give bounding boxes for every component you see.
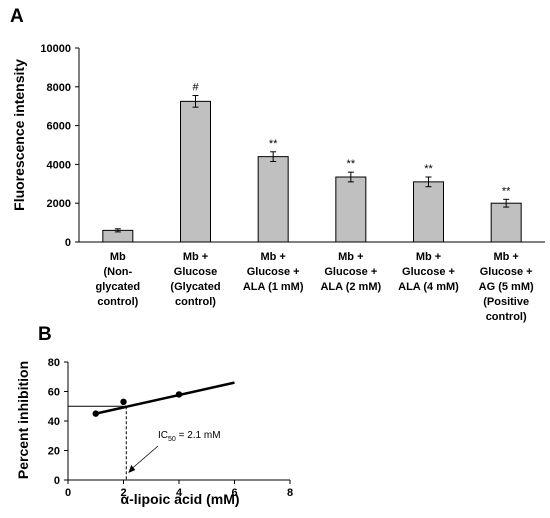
category-label-line: (Glycated	[170, 281, 220, 293]
category-label-line: ALA (1 mM)	[243, 281, 304, 293]
panel-b-scatter-chart: 0 20 40 60 80 0 2 4 6 8 IC50 = 2.1 mM	[48, 357, 293, 499]
significance-label: **	[424, 163, 433, 175]
ic50-label: IC50 = 2.1 mM	[158, 430, 221, 443]
category-label: Mb + Glucose + ALA (2 mM)	[320, 251, 381, 293]
panel-b-y-tick-label: 0	[54, 475, 60, 487]
category-label-line: Mb	[110, 251, 126, 263]
data-point	[120, 398, 127, 406]
panel-a-y-tick-label: 8000	[47, 82, 71, 94]
panel-a-y-tick-label: 6000	[47, 121, 71, 133]
data-point	[175, 391, 183, 398]
category-label-line: control)	[486, 311, 527, 323]
category-label-line: Mb +	[338, 251, 363, 263]
significance-label: **	[347, 158, 356, 170]
panel-a-bar-chart: 0 2000 4000 6000 8000 10000 Mb (Non-glycated con…	[40, 43, 545, 323]
category-label-line: (Non-	[103, 266, 132, 278]
ic50-arrow-head	[128, 465, 136, 473]
panel-label-a: A	[10, 6, 24, 27]
panel-b-y-tick-label: 40	[48, 416, 60, 428]
category-label-line: AG (5 mM)	[479, 281, 534, 293]
panel-a-y-axis-label: Fluorescence intensity	[11, 59, 27, 211]
category-label: Mb + Glucose + ALA (1 mM)	[243, 251, 304, 293]
category-label-line: ALA (4 mM)	[398, 281, 459, 293]
significance-label: **	[269, 138, 278, 150]
category-label-line: Glucose	[174, 266, 217, 278]
category-label: Mb + Glucose (Glycated control)	[170, 251, 220, 308]
panel-b-y-axis-label: Percent inhibition	[15, 361, 31, 479]
category-label-line: glycated	[96, 281, 141, 293]
category-label-line: Glucose +	[324, 266, 377, 278]
category-label: Mb + Glucose + ALA (4 mM)	[398, 251, 459, 293]
trendline	[95, 381, 235, 415]
category-label: Mb (Non-glycated control)	[96, 251, 141, 308]
ic50-arrow-shaft	[130, 445, 159, 471]
panel-b-x-tick-label: 0	[65, 487, 71, 499]
bar	[335, 176, 367, 243]
bar	[257, 156, 289, 243]
panel-label-b: B	[38, 324, 52, 345]
ic50-label-subscript: 50	[168, 436, 176, 443]
category-label-line: Mb +	[493, 251, 518, 263]
panel-a-y-tick-label: 10000	[40, 43, 71, 55]
category-label-line: Mb +	[416, 251, 441, 263]
panel-b-x-tick-label: 8	[287, 487, 293, 499]
panel-b-x-tick-label: 2	[120, 487, 126, 499]
data-point	[92, 410, 99, 417]
category-label-line: Mb +	[260, 251, 285, 263]
panel-a-y-tick-label: 4000	[47, 159, 71, 171]
panel-a-y-tick-label: 2000	[47, 198, 71, 210]
panel-a-y-tick-label: 0	[65, 237, 71, 249]
significance-label: #	[192, 82, 199, 94]
panel-b-x-tick-label: 4	[176, 487, 183, 499]
category-label-line: Glucose +	[480, 266, 533, 278]
category-label-line: Mb +	[183, 251, 208, 263]
panel-b-y-tick-label: 80	[48, 357, 60, 369]
category-label-line: ALA (2 mM)	[320, 281, 381, 293]
panel-b-y-tick-label: 60	[48, 387, 60, 399]
ic50-label-suffix: = 2.1 mM	[176, 430, 221, 441]
category-label: Mb + Glucose + AG (5 mM) (Positive control)	[479, 251, 534, 323]
panel-b-y-tick-label: 20	[48, 446, 60, 458]
category-label-line: control)	[97, 296, 138, 308]
bar	[413, 181, 444, 243]
category-label-line: control)	[175, 296, 216, 308]
category-label-line: Glucose +	[247, 266, 300, 278]
category-label-line: (Positive	[483, 296, 529, 308]
significance-label: **	[502, 185, 511, 197]
bar	[490, 202, 522, 243]
panel-b-x-axis-label: α-lipoic acid (mM)	[120, 491, 239, 507]
panel-b-x-tick-label: 6	[231, 487, 237, 499]
bar	[180, 100, 211, 243]
category-label-line: Glucose +	[402, 266, 455, 278]
ic50-label-prefix: IC	[158, 430, 168, 441]
